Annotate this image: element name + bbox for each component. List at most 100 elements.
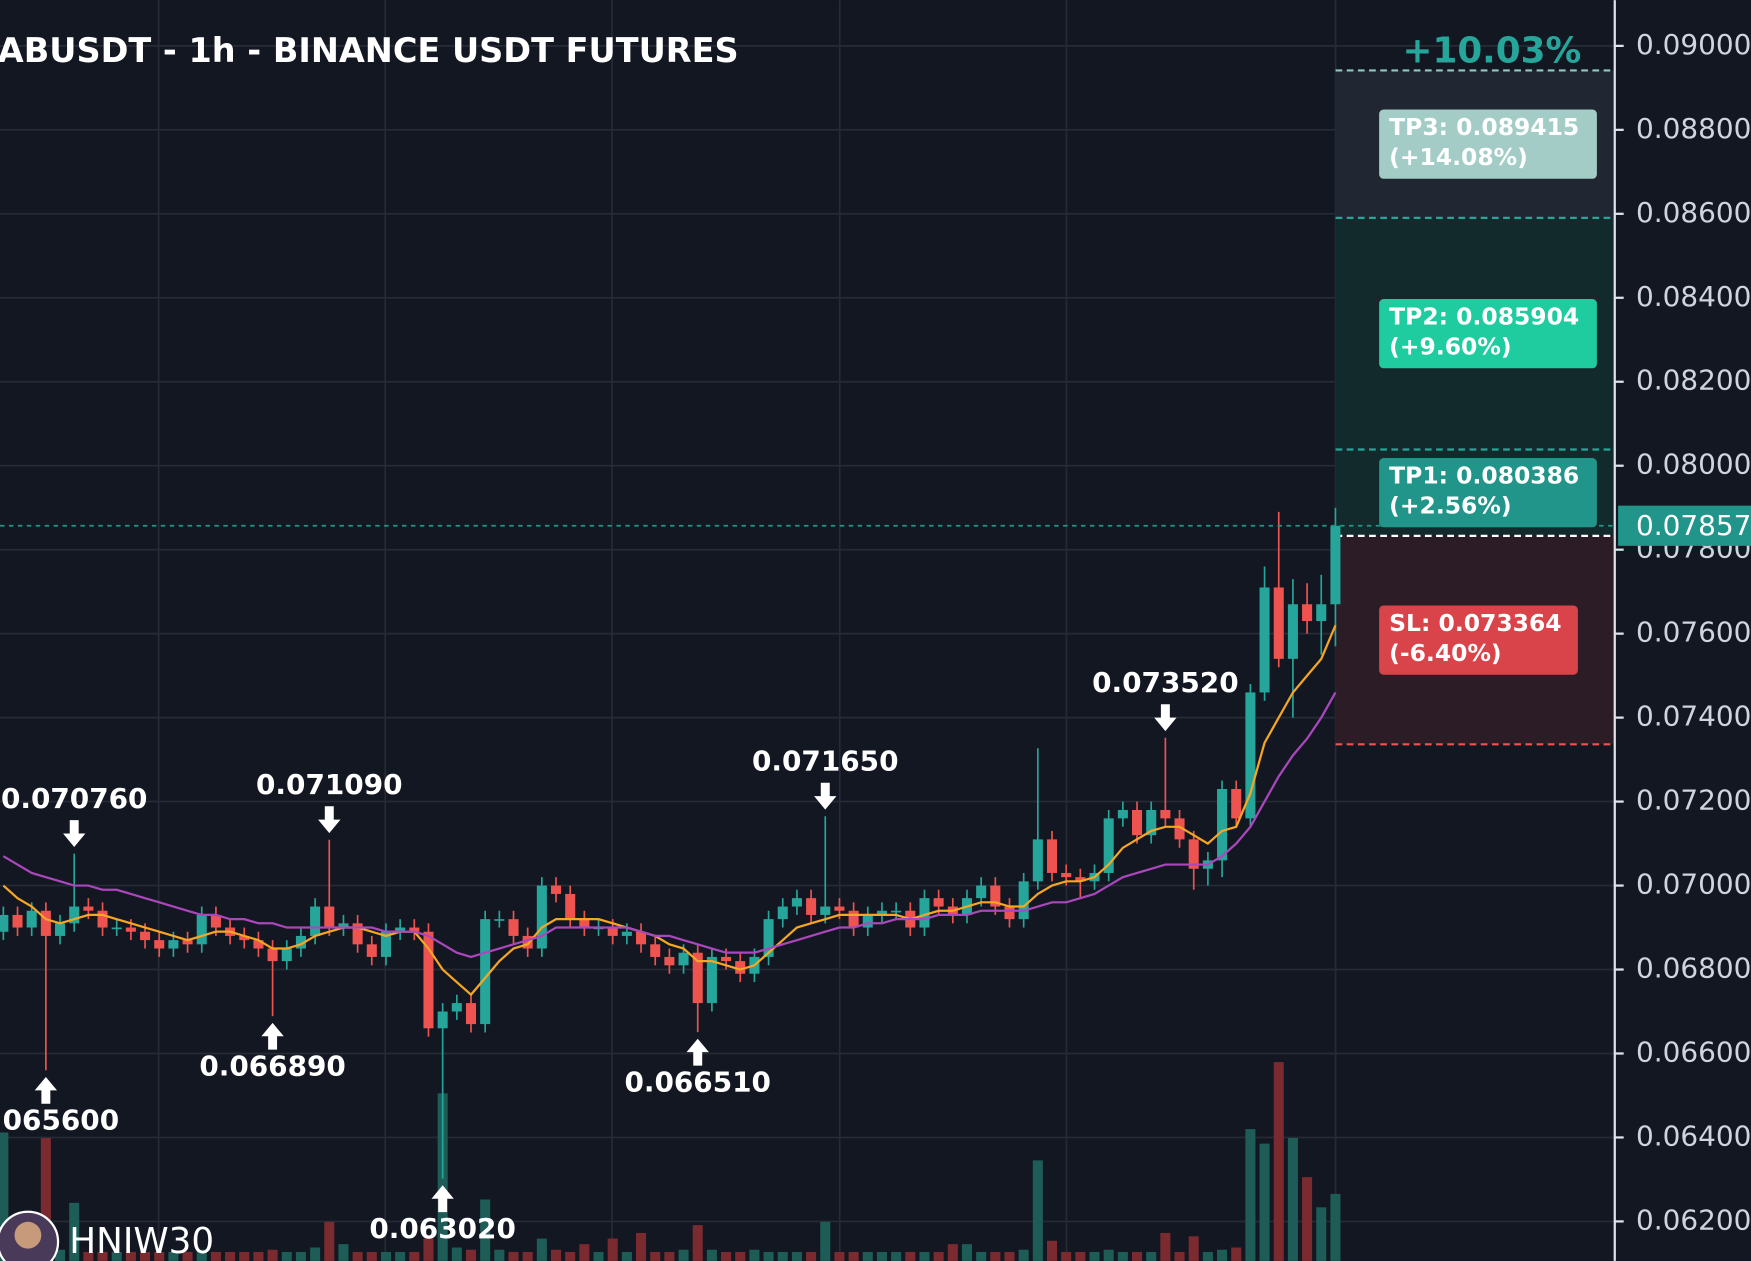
annotation-label: 0.063020 [369, 1212, 516, 1245]
volume-bar [0, 1132, 9, 1261]
candle-body [1330, 525, 1341, 605]
volume-bar [423, 1238, 434, 1261]
candle-body [891, 910, 902, 913]
candle-body [579, 919, 590, 928]
volume-bar [919, 1251, 930, 1261]
moving-averages [0, 524, 1615, 997]
candle-body [1259, 587, 1270, 693]
candle-body [1217, 788, 1228, 861]
candle-body [721, 956, 732, 962]
candle-body [97, 910, 108, 928]
candle-body [550, 885, 562, 894]
volume-bar [338, 1244, 349, 1261]
candle-body [83, 906, 94, 911]
candle-body [437, 1011, 448, 1029]
candle-body [40, 910, 51, 936]
candle-body [664, 956, 675, 966]
candle-body [154, 940, 165, 949]
candle-body [876, 910, 887, 915]
price-axis: 0.09000 0.08800 0.08600 0.08400 0.08200 0.080… [1614, 28, 1751, 1236]
y-tick-label: 0.08400 [1636, 280, 1751, 313]
candle-body [791, 898, 802, 907]
volume-bar [522, 1251, 533, 1261]
candle-body [1302, 604, 1313, 622]
volume-bar [791, 1251, 802, 1261]
candle-body [848, 910, 859, 928]
level-box [1379, 458, 1597, 528]
candle-body [1273, 587, 1284, 659]
candle-body [111, 927, 122, 930]
volume-bar [1146, 1251, 1157, 1261]
candle-body [69, 906, 80, 924]
candle-body [706, 956, 717, 1004]
annotation-label: 0.065600 [0, 1104, 119, 1137]
current-price-tag [1618, 505, 1751, 546]
y-tick-label: 0.08800 [1636, 112, 1751, 145]
candle-body [125, 927, 136, 932]
volume-bar [749, 1249, 760, 1261]
volume-bar [253, 1251, 264, 1261]
volume-bar [1075, 1251, 1086, 1261]
avatar-face [14, 1221, 42, 1249]
y-tick-label: 0.07200 [1636, 784, 1751, 817]
volume-bar [607, 1238, 618, 1261]
volume-bar [1316, 1207, 1327, 1261]
candle-body [182, 940, 193, 945]
candle-body [976, 885, 987, 899]
volume-bar [125, 1251, 136, 1261]
volume-bar [876, 1251, 887, 1261]
candle-body [650, 944, 661, 957]
candle-body [1103, 818, 1114, 873]
volume-bar [324, 1221, 335, 1261]
volume-bar [550, 1249, 562, 1261]
candle-body [990, 885, 1001, 907]
volume-bar [1245, 1129, 1256, 1261]
volume-bar [1302, 1177, 1313, 1261]
candle-body [834, 906, 845, 911]
candle-body [1032, 839, 1043, 882]
volume-bar [1160, 1232, 1171, 1261]
candle-body [12, 914, 23, 928]
volume-bar [1061, 1251, 1072, 1261]
candle-body [692, 952, 703, 1004]
volume-bar [239, 1251, 250, 1261]
volume-bar [721, 1251, 732, 1261]
volume-bar [352, 1251, 363, 1261]
candle-body [919, 898, 930, 928]
y-tick-label: 0.07000 [1636, 868, 1751, 901]
volume-bar [1032, 1160, 1043, 1261]
annotation-arrow [63, 820, 86, 847]
level-change: (+14.08%) [1389, 143, 1528, 171]
level-label: TP1: 0.080386 [1389, 462, 1579, 490]
candle-body [636, 931, 647, 945]
volume-bar [494, 1249, 505, 1261]
volume-bar [1259, 1143, 1270, 1261]
volume-bar [210, 1251, 221, 1261]
candle-body [140, 931, 151, 941]
candle-body [1160, 809, 1171, 819]
candle-body [1018, 881, 1029, 920]
candle-body [565, 893, 576, 920]
volume-bar [593, 1251, 604, 1261]
volume-bar [366, 1251, 377, 1261]
volume-bar [636, 1232, 647, 1261]
volume-bar [1004, 1251, 1015, 1261]
volume-bar [1217, 1249, 1228, 1261]
moving-average [2, 691, 1337, 959]
level-box [1379, 605, 1578, 675]
candle-body [196, 914, 207, 945]
volume-bar [154, 1251, 165, 1261]
volume-bar [182, 1251, 193, 1261]
gain-label: +10.03% [1403, 31, 1582, 72]
candle-body [806, 898, 817, 915]
volume-bar [806, 1251, 817, 1261]
volume-bar [820, 1221, 831, 1261]
candle-body [380, 931, 391, 957]
candle-body [451, 1003, 462, 1012]
candle-body [465, 1003, 477, 1025]
volume-bar [961, 1244, 973, 1261]
volume-bar [947, 1244, 958, 1261]
volume-bar [1018, 1249, 1029, 1261]
volume-bar [508, 1251, 519, 1261]
